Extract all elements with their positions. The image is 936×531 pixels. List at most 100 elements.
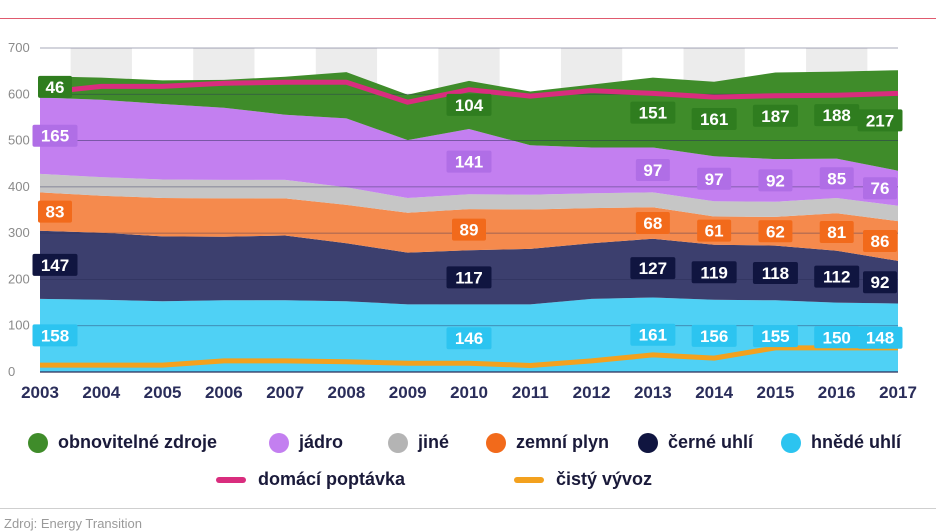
x-tick-label: 2003 (21, 383, 59, 402)
value-label-text: 150 (823, 328, 851, 347)
x-tick-label: 2008 (328, 383, 366, 402)
legend-item-other[interactable]: jiné (388, 432, 449, 453)
value-label-zemni-plyn-2015: 62 (758, 220, 793, 243)
value-label-zemni-plyn-2013: 68 (635, 211, 670, 234)
value-label-box (758, 169, 793, 192)
legend-item-gas[interactable]: zemní plyn (486, 432, 609, 453)
value-label-text: 112 (823, 268, 850, 287)
value-label-jadro-2016: 85 (819, 167, 854, 190)
value-label-jadro-2013: 97 (635, 158, 670, 181)
legend-item-export[interactable]: čistý vývoz (514, 469, 652, 490)
value-label-box (697, 219, 732, 242)
value-label-box (446, 327, 492, 350)
value-label-zemni-plyn-2010: 89 (452, 218, 486, 241)
legend-row-lines: domácí poptávka čistý vývoz (0, 469, 936, 493)
value-label-text: 104 (455, 96, 484, 115)
x-tick-label: 2007 (266, 383, 304, 402)
value-label-box (446, 93, 492, 116)
y-tick-label: 300 (8, 225, 30, 240)
y-tick-label: 400 (8, 179, 30, 194)
value-label-text: 92 (766, 171, 785, 190)
x-tick-label: 2005 (144, 383, 182, 402)
x-tick-label: 2017 (879, 383, 917, 402)
legend-export-label: čistý vývoz (556, 469, 653, 489)
y-tick-label: 0 (8, 364, 15, 379)
y-tick-label: 600 (8, 86, 30, 101)
value-label-box (863, 177, 897, 200)
legend-nuclear-dot-icon (269, 432, 289, 453)
value-label-box (691, 324, 737, 347)
value-label-box (32, 253, 78, 276)
value-label-obnovitelne-zdroje-2010: 104 (446, 93, 492, 116)
value-label-box (819, 167, 854, 190)
value-label-zemni-plyn-2014: 61 (697, 219, 732, 242)
value-label-text: 61 (705, 222, 724, 241)
stacked-area-chart: 0 100 200 300 400 500 600 700 2003 2004 2005 2006 20… (8, 40, 917, 402)
legend-row-sources: obnovitelné zdroje jádro jiné zemní plyn… (0, 432, 936, 456)
top-rule (0, 18, 936, 19)
value-label-hnede-uhli-2013: 161 (630, 323, 676, 346)
legend-item-lignite[interactable]: hnědé uhlí (781, 432, 901, 453)
value-label-obnovitelne-zdroje-2015: 187 (752, 104, 798, 127)
value-label-box (758, 220, 793, 243)
value-label-box (691, 261, 737, 284)
y-tick-label: 700 (8, 40, 30, 55)
value-label-box (630, 257, 676, 280)
value-label-text: 161 (639, 326, 667, 345)
x-tick-label: 2009 (389, 383, 427, 402)
value-label-box (452, 218, 486, 241)
x-tick-label: 2016 (818, 383, 856, 402)
legend-other-dot-icon (388, 432, 408, 453)
legend-gas-dot-icon (486, 432, 506, 453)
value-label-text: 141 (455, 153, 483, 172)
value-label-text: 68 (643, 214, 662, 233)
legend-lignite-dot-icon (781, 432, 801, 453)
value-label-text: 187 (761, 107, 789, 126)
source-note: Zdroj: Energy Transition (4, 516, 143, 531)
x-tick-label: 2004 (82, 383, 120, 402)
value-label-box (814, 326, 860, 349)
value-label-text: 127 (639, 259, 667, 278)
value-label-hnede-uhli-2017: 148 (857, 326, 903, 349)
legend-renewables-dot-icon (28, 432, 48, 453)
legend-item-nuclear[interactable]: jádro (269, 432, 343, 453)
value-label-text: 156 (700, 327, 728, 346)
value-label-box (446, 150, 492, 173)
line-domaci-poptavka (39, 79, 899, 105)
value-label-box (857, 326, 903, 349)
legend-demand-label: domácí poptávka (258, 469, 406, 489)
value-label-text: 97 (705, 170, 724, 189)
legend-item-renewables[interactable]: obnovitelné zdroje (28, 432, 217, 453)
value-label-text: 81 (827, 223, 846, 242)
value-label-obnovitelne-zdroje-2014: 161 (691, 108, 737, 131)
value-label-box (819, 220, 854, 243)
value-label-text: 151 (639, 104, 667, 123)
value-label-text: 146 (455, 329, 483, 348)
value-label-cerne-uhli-2013: 127 (630, 257, 676, 280)
value-label-text: 147 (41, 256, 69, 275)
value-label-box (752, 325, 798, 348)
value-label-obnovitelne-zdroje-2016: 188 (814, 104, 860, 127)
value-label-text: 97 (643, 161, 662, 180)
legend-item-demand[interactable]: domácí poptávka (216, 469, 405, 490)
value-label-box (38, 75, 72, 98)
value-label-jadro-2014: 97 (697, 167, 732, 190)
x-tick-label: 2006 (205, 383, 243, 402)
value-label-box (752, 261, 798, 284)
value-label-box (814, 265, 860, 288)
value-label-cerne-uhli-2017: 92 (863, 271, 897, 294)
value-label-text: 155 (761, 327, 789, 346)
value-label-box (635, 211, 670, 234)
value-label-box (691, 108, 737, 131)
value-label-hnede-uhli-2003: 158 (32, 324, 78, 347)
value-label-text: 117 (455, 268, 482, 287)
value-label-cerne-uhli-2014: 119 (691, 261, 737, 284)
value-label-text: 89 (460, 221, 479, 240)
value-label-text: 83 (46, 203, 65, 222)
value-label-zemni-plyn-2017: 86 (863, 230, 897, 253)
legend-nuclear-label: jádro (299, 432, 344, 452)
area-jine (40, 173, 898, 222)
legend-item-hard-coal[interactable]: černé uhlí (638, 432, 753, 453)
value-label-box (32, 324, 78, 347)
legend-demand-line-icon (216, 476, 246, 483)
